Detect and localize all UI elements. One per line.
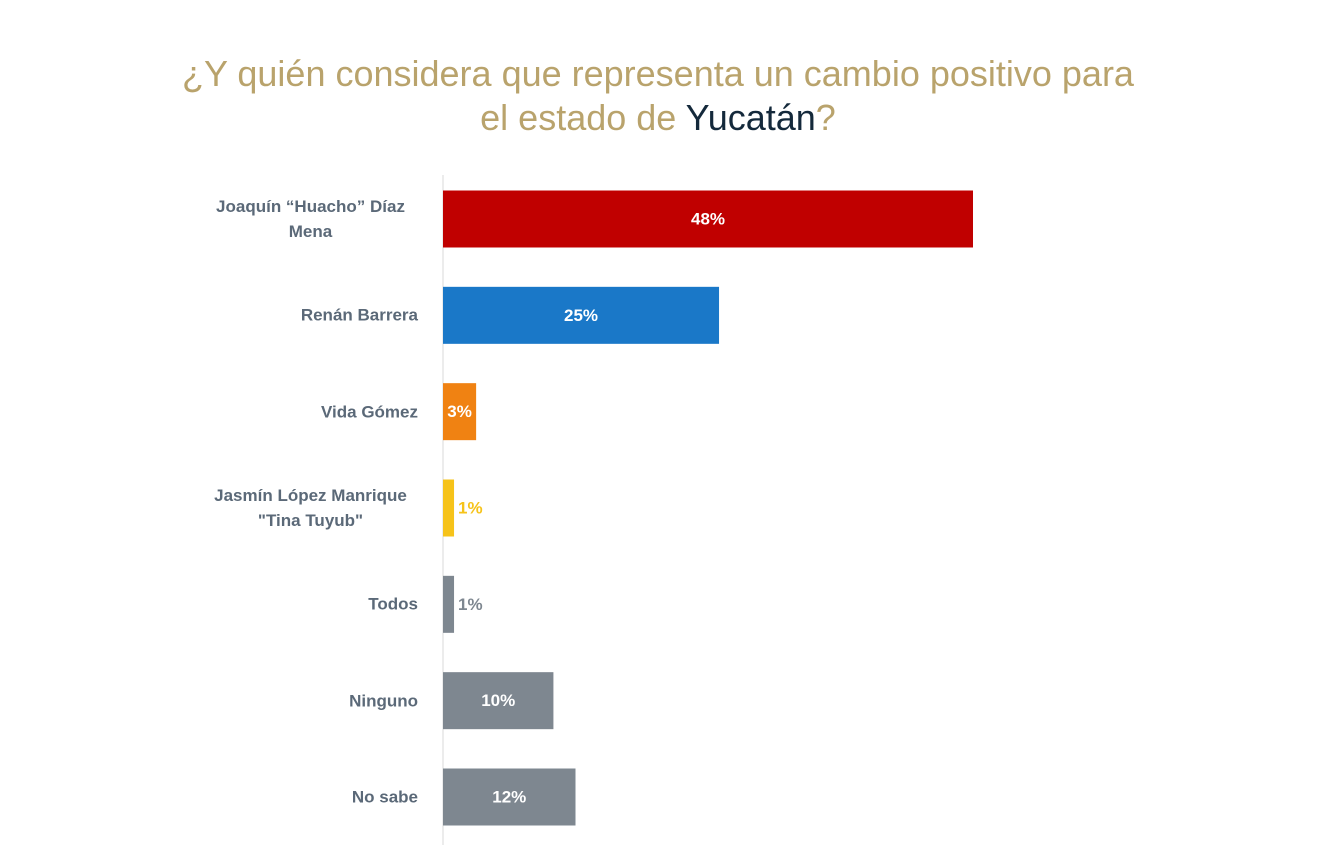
category-label: Vida Gómez [158, 399, 418, 424]
category-text: No sabe [351, 787, 418, 807]
category-label: Jasmín López Manrique "Tina Tuyub" [158, 483, 418, 533]
title-part: ? [815, 97, 836, 138]
bar [443, 190, 973, 248]
bar [443, 672, 554, 730]
category-label: No sabe [158, 785, 418, 810]
category-text: Ninguno [349, 691, 418, 711]
category-text: Vida Gómez [321, 402, 418, 422]
bar [443, 383, 477, 441]
category-text: Jasmín López Manrique "Tina Tuyub" [214, 486, 407, 530]
title-part: Yucatán [685, 97, 816, 138]
category-label: Joaquín “Huacho” Díaz Mena [158, 194, 418, 244]
chart-title: ¿Y quién considera que representa un cam… [0, 52, 1316, 140]
bar [443, 479, 455, 537]
bar [443, 286, 720, 344]
category-text: Joaquín “Huacho” Díaz Mena [216, 197, 405, 241]
category-text: Todos [368, 594, 418, 614]
value-label: 12% [492, 787, 526, 806]
title-part: el estado de [480, 97, 686, 138]
bar [443, 768, 576, 826]
value-label: 3% [447, 402, 472, 421]
title-part: ¿Y quién considera que representa un cam… [182, 53, 1134, 94]
category-label: Renán Barrera [158, 303, 418, 328]
value-label: 1% [458, 498, 483, 517]
value-label: 25% [564, 306, 598, 325]
category-label: Ninguno [158, 688, 418, 713]
value-label: 1% [458, 595, 483, 614]
value-label: 10% [481, 691, 515, 710]
category-text: Renán Barrera [300, 305, 418, 325]
bar [443, 575, 455, 633]
category-label: Todos [158, 592, 418, 617]
value-label: 48% [691, 209, 725, 228]
